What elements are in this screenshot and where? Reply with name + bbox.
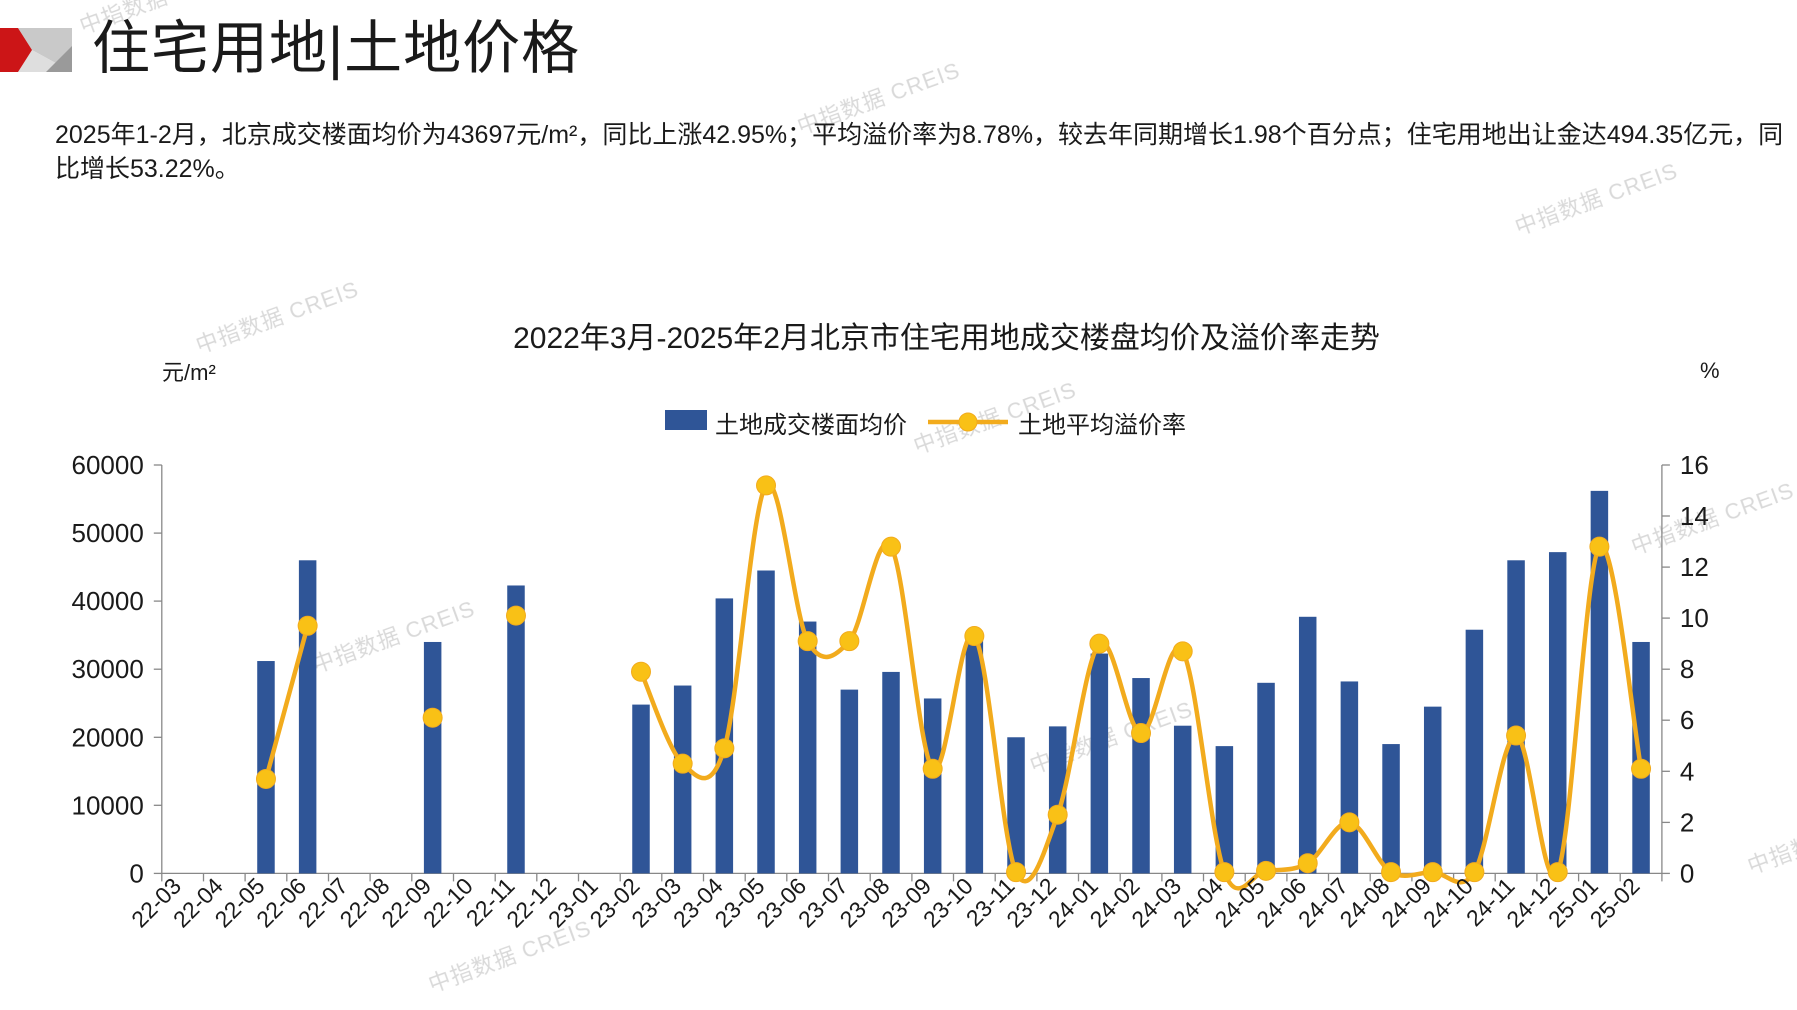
svg-text:16: 16 [1680,450,1709,480]
svg-text:30000: 30000 [71,654,143,684]
svg-text:50000: 50000 [71,518,143,548]
svg-text:0: 0 [1680,858,1694,888]
svg-text:25-02: 25-02 [1585,873,1645,933]
svg-text:40000: 40000 [71,586,143,616]
svg-text:6: 6 [1680,705,1694,735]
svg-text:14: 14 [1680,501,1709,531]
svg-text:12: 12 [1680,552,1709,582]
svg-text:0: 0 [129,858,143,888]
svg-text:23-10: 23-10 [918,873,978,933]
svg-text:4: 4 [1680,756,1694,786]
svg-text:20000: 20000 [71,722,143,752]
svg-text:10: 10 [1680,603,1709,633]
svg-text:8: 8 [1680,654,1694,684]
svg-text:60000: 60000 [71,450,143,480]
svg-text:10000: 10000 [71,790,143,820]
svg-text:2: 2 [1680,807,1694,837]
